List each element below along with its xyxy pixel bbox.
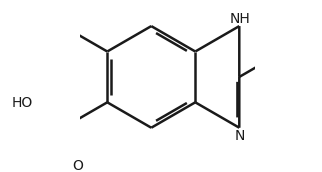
Text: O: O	[72, 159, 83, 172]
Text: N: N	[235, 129, 245, 143]
Text: HO: HO	[12, 96, 33, 110]
Text: NH: NH	[230, 12, 251, 26]
